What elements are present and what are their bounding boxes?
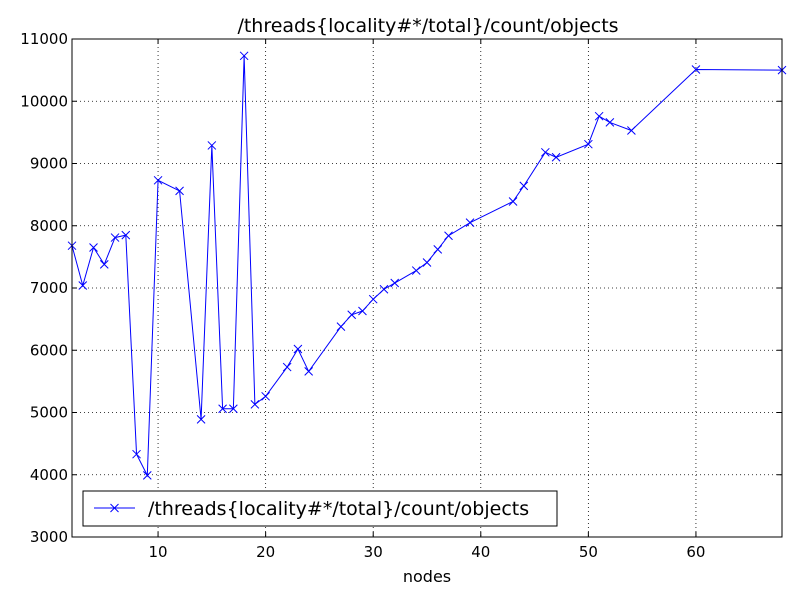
x-tick-label: 30 (364, 543, 383, 561)
data-point-marker (411, 266, 421, 275)
data-point-marker (519, 181, 529, 191)
y-tick-label: 3000 (30, 528, 68, 546)
data-point-marker (584, 139, 593, 149)
data-point-marker (218, 404, 227, 414)
series-layer (67, 51, 787, 480)
legend: /threads{locality#*/total}/count/objects (82, 490, 558, 527)
legend-label: /threads{locality#*/total}/count/objects (148, 498, 529, 520)
data-point-marker (433, 245, 443, 254)
data-point-marker (540, 147, 550, 157)
chart-title: /threads{locality#*/total}/count/objects (237, 15, 618, 37)
data-point-marker (261, 391, 270, 401)
axis-ticks (72, 38, 782, 538)
data-point-marker (239, 51, 249, 61)
data-point-marker (508, 197, 518, 206)
data-point-marker (207, 141, 217, 150)
x-axis-label: nodes (403, 567, 451, 586)
y-tick-label: 5000 (30, 404, 68, 422)
y-tick-label: 9000 (30, 155, 68, 173)
data-point-marker (551, 152, 561, 162)
x-tick-label: 50 (579, 543, 598, 561)
data-point-marker (605, 118, 615, 127)
data-point-marker (175, 186, 184, 196)
data-point-marker (250, 400, 260, 409)
x-tick-label: 10 (149, 543, 168, 561)
data-point-marker (99, 259, 109, 269)
data-point-marker (594, 111, 604, 121)
data-point-marker (444, 231, 453, 241)
data-point-marker (627, 126, 636, 135)
data-point-marker (196, 414, 206, 424)
data-point-marker (229, 404, 238, 414)
data-point-marker (78, 281, 88, 290)
y-tick-label: 7000 (30, 279, 68, 297)
y-tick-label: 6000 (30, 341, 68, 359)
x-tick-label: 20 (256, 543, 275, 561)
data-point-marker (422, 258, 432, 267)
y-tick-label: 10000 (20, 92, 68, 110)
data-point-marker (368, 294, 378, 304)
x-tick-label: 60 (686, 543, 705, 561)
data-point-marker (691, 65, 701, 74)
data-point-marker (304, 367, 314, 376)
y-tick-label: 11000 (20, 30, 68, 48)
data-point-marker (390, 278, 400, 288)
data-point-marker (336, 322, 346, 331)
x-tick-label: 40 (471, 543, 490, 561)
data-point-marker (282, 362, 292, 372)
axis-tick-labels: 10 20 30 40 50 60 3000 4000 5000 6000 7000 8000 9000… (20, 30, 705, 561)
data-point-marker (293, 344, 303, 354)
data-point-marker (89, 243, 98, 252)
legend-marker-x-icon (110, 503, 119, 513)
y-tick-label: 4000 (30, 466, 68, 484)
data-point-marker (142, 471, 152, 480)
data-point-marker (465, 218, 475, 227)
data-point-marker (358, 306, 367, 316)
y-tick-label: 8000 (30, 217, 68, 235)
data-point-marker (379, 284, 389, 294)
grid-lines (72, 39, 782, 537)
data-point-marker (347, 310, 357, 320)
data-point-marker (132, 449, 141, 459)
data-point-marker (110, 233, 120, 242)
data-point-marker (153, 175, 163, 185)
data-point-marker (121, 230, 131, 240)
legend-box (82, 490, 558, 527)
